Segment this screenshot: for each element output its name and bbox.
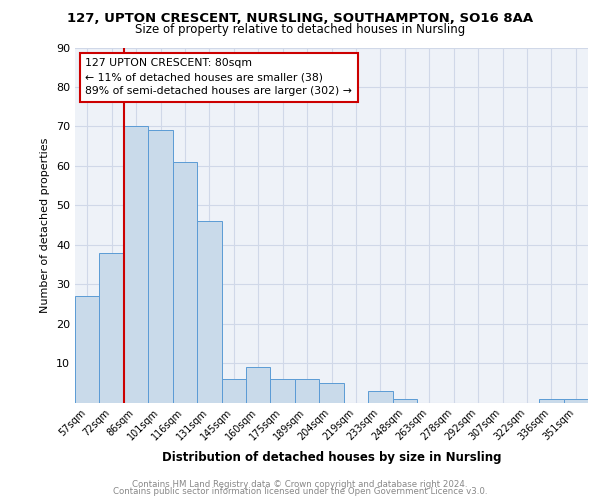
Bar: [221, 379, 246, 402]
Text: 127, UPTON CRESCENT, NURSLING, SOUTHAMPTON, SO16 8AA: 127, UPTON CRESCENT, NURSLING, SOUTHAMPT…: [67, 12, 533, 26]
Bar: [368, 390, 392, 402]
Bar: [197, 221, 221, 402]
Bar: [148, 130, 173, 402]
Text: 127 UPTON CRESCENT: 80sqm
← 11% of detached houses are smaller (38)
89% of semi-: 127 UPTON CRESCENT: 80sqm ← 11% of detac…: [85, 58, 352, 96]
X-axis label: Distribution of detached houses by size in Nursling: Distribution of detached houses by size …: [162, 450, 501, 464]
Bar: [539, 398, 563, 402]
Bar: [271, 379, 295, 402]
Bar: [295, 379, 319, 402]
Bar: [392, 398, 417, 402]
Bar: [100, 252, 124, 402]
Bar: [75, 296, 100, 403]
Bar: [319, 383, 344, 402]
Text: Size of property relative to detached houses in Nursling: Size of property relative to detached ho…: [135, 22, 465, 36]
Y-axis label: Number of detached properties: Number of detached properties: [40, 138, 50, 312]
Text: Contains HM Land Registry data © Crown copyright and database right 2024.: Contains HM Land Registry data © Crown c…: [132, 480, 468, 489]
Bar: [563, 398, 588, 402]
Text: Contains public sector information licensed under the Open Government Licence v3: Contains public sector information licen…: [113, 487, 487, 496]
Bar: [124, 126, 148, 402]
Bar: [246, 367, 271, 402]
Bar: [173, 162, 197, 402]
